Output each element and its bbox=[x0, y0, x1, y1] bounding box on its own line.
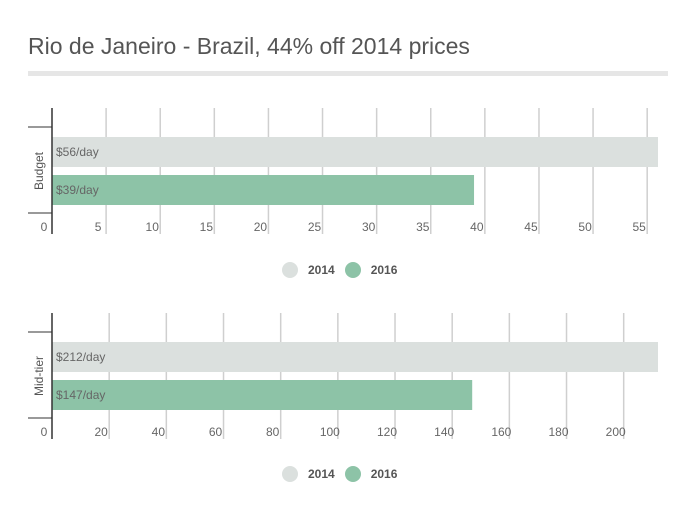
bar-2014 bbox=[52, 342, 658, 372]
data-label-2014: $212/day bbox=[56, 350, 105, 364]
x-tick-label-40: 40 bbox=[152, 425, 166, 439]
bar-2016 bbox=[52, 175, 475, 205]
category-label: Budget bbox=[32, 151, 46, 190]
budget-chart-legend: 2014 2016 bbox=[282, 262, 407, 278]
x-tick-label-160: 160 bbox=[491, 425, 511, 439]
title-divider bbox=[28, 71, 668, 76]
x-tick-label-20: 20 bbox=[94, 425, 108, 439]
x-tick-label-0: 0 bbox=[41, 425, 48, 439]
legend-item-2014: 2014 bbox=[282, 466, 335, 482]
x-tick-label-180: 180 bbox=[549, 425, 569, 439]
legend-item-2016: 2016 bbox=[344, 466, 398, 482]
data-label-2014: $56/day bbox=[56, 145, 99, 159]
legend-item-2014: 2014 bbox=[282, 262, 335, 278]
x-tick-label-80: 80 bbox=[266, 425, 280, 439]
mid-tier-chart-legend: 2014 2016 bbox=[282, 466, 407, 482]
x-tick-label-120: 120 bbox=[377, 425, 397, 439]
x-tick-label-35: 35 bbox=[416, 220, 430, 234]
budget-bar-chart: 0 5 10 15 20 25 30 35 40 45 50 55 $56/day $39/day Budg… bbox=[28, 108, 658, 234]
legend-swatch-2014 bbox=[282, 262, 298, 278]
legend-label-2014: 2014 bbox=[308, 467, 335, 481]
x-tick-label-60: 60 bbox=[209, 425, 223, 439]
x-tick-label-15: 15 bbox=[200, 220, 214, 234]
legend-label-2016: 2016 bbox=[370, 263, 398, 277]
legend-item-2016: 2016 bbox=[344, 262, 398, 278]
bar-2016 bbox=[52, 380, 473, 410]
bar-2014 bbox=[52, 137, 658, 167]
legend-label-2014: 2014 bbox=[308, 263, 335, 277]
x-tick-label-25: 25 bbox=[308, 220, 322, 234]
x-tick-label-55: 55 bbox=[632, 220, 646, 234]
x-tick-label-0: 0 bbox=[41, 220, 48, 234]
legend-swatch-2014 bbox=[282, 466, 298, 482]
x-tick-label-30: 30 bbox=[362, 220, 376, 234]
x-tick-label-100: 100 bbox=[320, 425, 340, 439]
legend-swatch-2016 bbox=[344, 466, 361, 482]
x-tick-label-200: 200 bbox=[606, 425, 626, 439]
x-tick-label-45: 45 bbox=[524, 220, 538, 234]
x-tick-label-40: 40 bbox=[470, 220, 484, 234]
x-tick-label-5: 5 bbox=[95, 220, 102, 234]
category-label: Mid-tier bbox=[32, 356, 46, 396]
x-tick-label-140: 140 bbox=[434, 425, 454, 439]
x-tick-label-20: 20 bbox=[254, 220, 268, 234]
x-tick-label-50: 50 bbox=[578, 220, 592, 234]
legend-label-2016: 2016 bbox=[370, 467, 398, 481]
legend-swatch-2016 bbox=[344, 262, 361, 278]
chart-title: Rio de Janeiro - Brazil, 44% off 2014 pr… bbox=[28, 33, 470, 59]
mid-tier-bar-chart: 0 20 40 60 80 100 120 140 160 180 200 $212/day $147/… bbox=[28, 313, 658, 439]
data-label-2016: $39/day bbox=[56, 183, 99, 197]
data-label-2016: $147/day bbox=[56, 388, 105, 402]
x-tick-label-10: 10 bbox=[146, 220, 160, 234]
